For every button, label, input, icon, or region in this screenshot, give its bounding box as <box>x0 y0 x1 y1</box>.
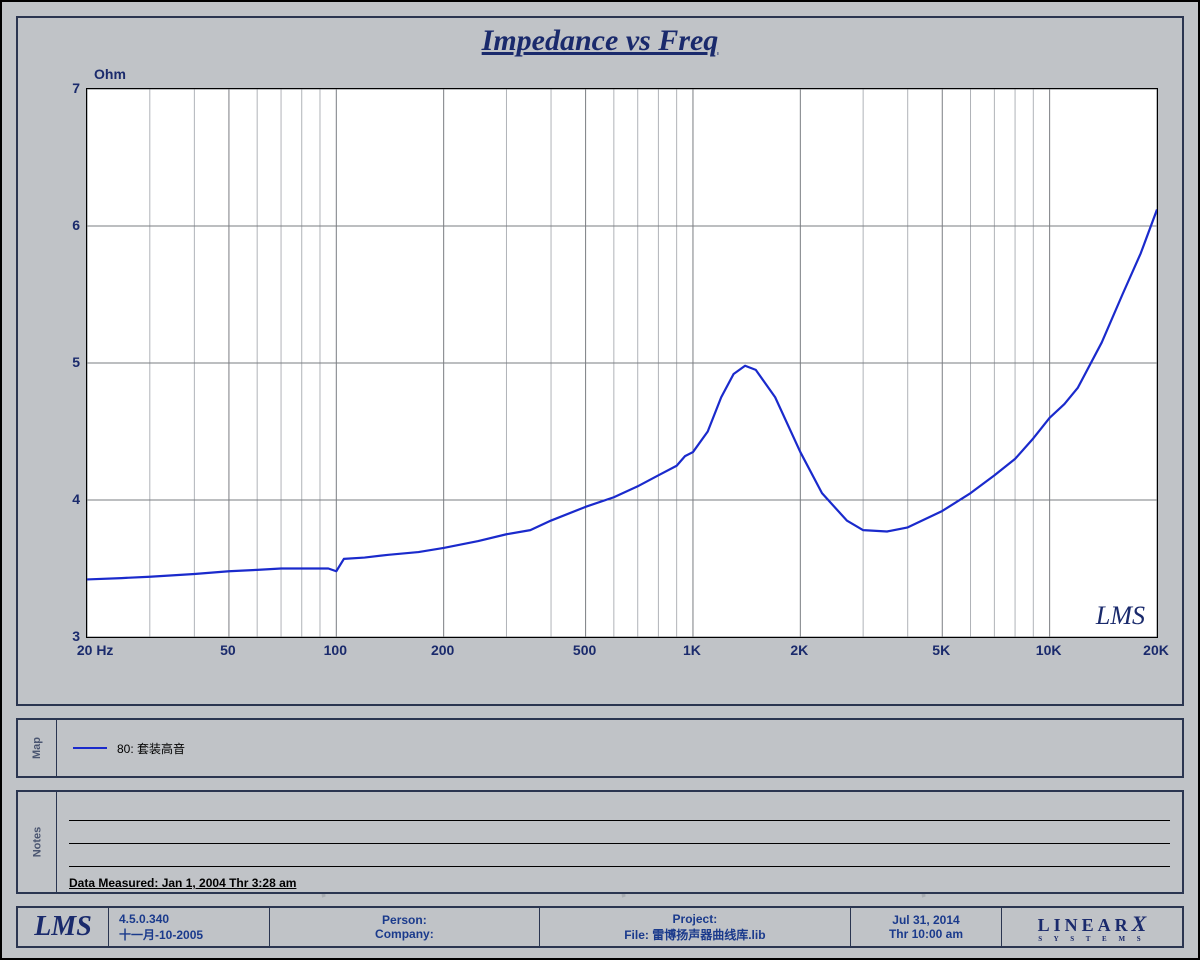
x-tick-label: 20 Hz <box>77 642 114 658</box>
y-tick-label: 7 <box>30 80 80 96</box>
x-tick-label: 100 <box>324 642 347 658</box>
legend-swatch <box>73 747 107 749</box>
y-tick-label: 4 <box>30 491 80 507</box>
footer-project-label: Project: <box>673 912 718 926</box>
plot-panel: Impedance vs Freq Ohm 3 4 5 6 7 20 Hz 50 100 20… <box>16 16 1184 706</box>
y-axis-unit: Ohm <box>94 66 126 82</box>
note-line <box>69 823 1170 844</box>
footer-version: 4.5.0.340 <box>119 912 259 926</box>
x-tick-label: 2K <box>790 642 808 658</box>
footer-linearx-logo: LINEARX S Y S T E M S <box>1002 908 1182 946</box>
notes-side-label: Notes <box>18 792 57 892</box>
footer-date: Jul 31, 2014 <box>892 913 959 927</box>
footer-version-date: 十一月-10-2005 <box>119 926 259 943</box>
legend-item-label: 80: 套装高音 <box>117 740 185 757</box>
note-line <box>69 800 1170 821</box>
footer-time: Thr 10:00 am <box>889 927 963 941</box>
footer-version-cell: 4.5.0.340 十一月-10-2005 <box>109 908 270 946</box>
legend-side-label: Map <box>18 720 57 776</box>
y-tick-label: 3 <box>30 628 80 644</box>
x-tick-label: 50 <box>220 642 236 658</box>
x-tick-label: 20K <box>1143 642 1169 658</box>
x-tick-label: 500 <box>573 642 596 658</box>
footer-panel: LMS 4.5.0.340 十一月-10-2005 Person: Compan… <box>16 906 1184 948</box>
y-tick-label: 5 <box>30 354 80 370</box>
notes-side-text: Notes <box>31 827 43 858</box>
x-tick-label: 200 <box>431 642 454 658</box>
data-measured-label: Data Measured: Jan 1, 2004 Thr 3:28 am <box>69 876 296 890</box>
footer-date-cell: Jul 31, 2014 Thr 10:00 am <box>851 908 1002 946</box>
notes-body: Data Measured: Jan 1, 2004 Thr 3:28 am <box>57 792 1182 892</box>
chart-svg <box>87 89 1157 637</box>
app-frame: PolarlanderPolarlanderPolarlanderPolarla… <box>0 0 1200 960</box>
note-line <box>69 846 1170 867</box>
x-tick-label: 1K <box>683 642 701 658</box>
footer-person-cell: Person: Company: <box>270 908 540 946</box>
footer-project-cell: Project: File: 雷博扬声器曲线库.lib <box>540 908 851 946</box>
x-tick-label: 5K <box>932 642 950 658</box>
x-tick-label: 10K <box>1036 642 1062 658</box>
lms-signature-icon: LMS <box>1096 601 1145 631</box>
footer-file-label: File: 雷博扬声器曲线库.lib <box>624 926 765 943</box>
linearx-sub: S Y S T E M S <box>1038 935 1147 943</box>
linearx-text: LINEAR <box>1038 915 1132 935</box>
legend-side-text: Map <box>31 737 43 759</box>
notes-panel: Notes Data Measured: Jan 1, 2004 Thr 3:2… <box>16 790 1184 894</box>
footer-company-label: Company: <box>375 927 434 941</box>
legend-panel: Map 80: 套装高音 <box>16 718 1184 778</box>
linearx-x-icon: X <box>1132 911 1147 936</box>
chart-title: Impedance vs Freq <box>18 24 1182 58</box>
chart-area: LMS <box>86 88 1158 638</box>
legend-body: 80: 套装高音 <box>57 720 1182 776</box>
y-tick-label: 6 <box>30 217 80 233</box>
footer-person-label: Person: <box>382 913 427 927</box>
footer-lms-logo: LMS <box>18 908 109 946</box>
